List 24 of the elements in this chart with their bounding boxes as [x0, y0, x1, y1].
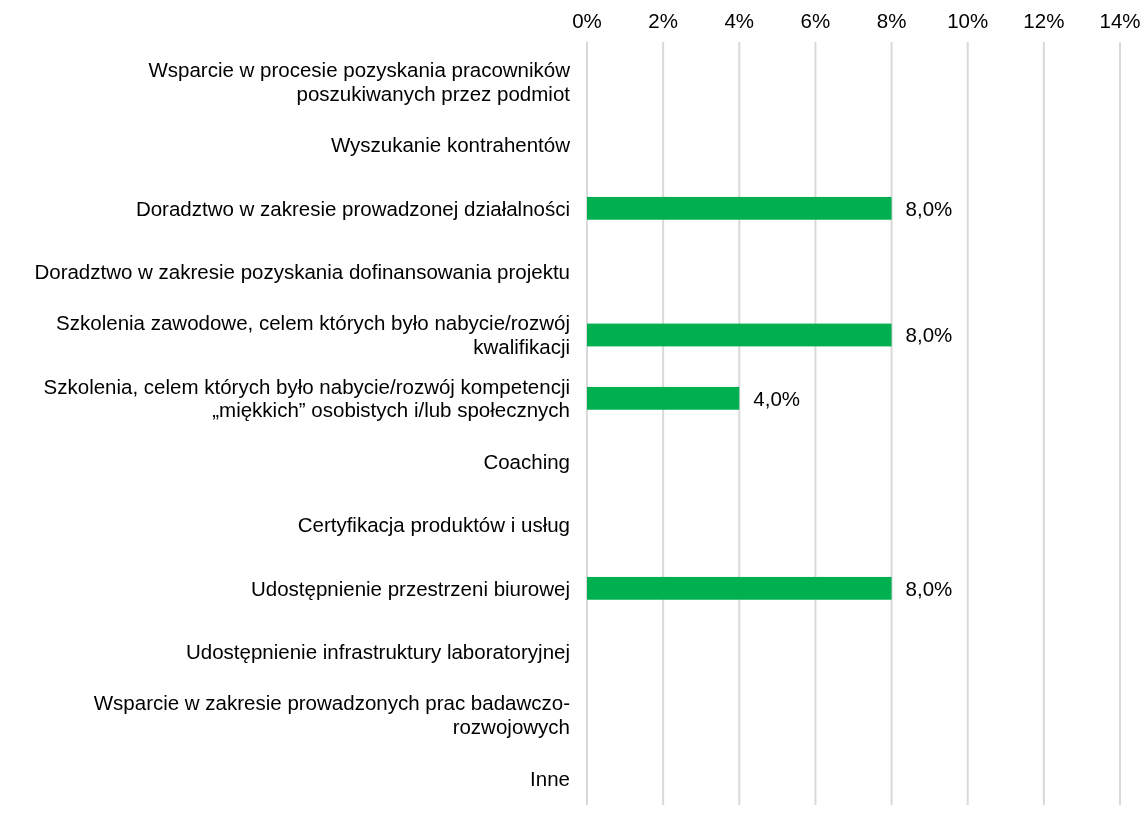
- data-label: 8,0%: [905, 323, 953, 347]
- y-tick-label: Inne: [530, 766, 570, 790]
- x-tick-label: 2%: [648, 9, 678, 32]
- x-tick-label: 0%: [572, 9, 602, 32]
- x-tick-label: 8%: [876, 9, 907, 32]
- data-label: 8,0%: [905, 196, 953, 220]
- x-tick-label: 12%: [1023, 9, 1065, 32]
- y-tick-label: Wsparcie w zakresie prowadzonych prac badawczo-rozwojowych: [93, 691, 570, 738]
- x-tick-label: 4%: [724, 9, 755, 32]
- y-tick-label: Certyfikacja produktów i usług: [297, 513, 570, 537]
- y-tick-label: Udostępnienie przestrzeni biurowej: [250, 576, 570, 600]
- x-tick-label: 6%: [800, 9, 831, 32]
- data-label: 4,0%: [753, 386, 801, 410]
- y-tick-label: Szkolenia zawodowe, celem których było nabycie/rozwój kwalifikacji: [56, 311, 570, 358]
- y-tick-label: Doradztwo w zakresie prowadzonej działalności: [135, 196, 570, 220]
- x-tick-label: 10%: [947, 9, 989, 32]
- y-tick-label: Doradztwo w zakresie pozyskania dofinansowania projektu: [34, 259, 570, 283]
- y-tick-label: Szkolenia, celem których było nabycie/rozwój kompetencji „miękkich” osobistych i/lub społecznych: [43, 374, 570, 422]
- y-tick-label: Wsparcie w procesie pozyskania pracowników poszukiwanych przez podmiot: [148, 58, 571, 105]
- x-tick-label: 14%: [1099, 9, 1141, 32]
- y-tick-label: Udostępnienie infrastruktury laboratoryjnej: [185, 639, 570, 663]
- y-tick-label: Wyszukanie kontrahentów: [330, 133, 571, 157]
- data-label: 8,0%: [905, 576, 953, 600]
- y-tick-label: Coaching: [483, 449, 570, 473]
